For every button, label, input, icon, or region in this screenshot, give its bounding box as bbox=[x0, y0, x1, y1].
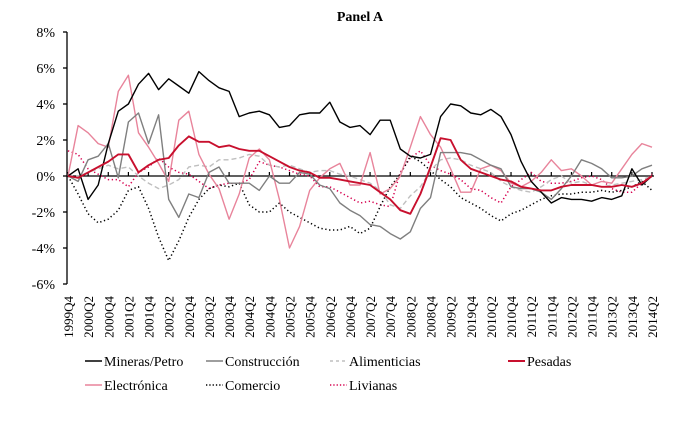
x-tick-label: 2005Q2 bbox=[283, 296, 298, 338]
x-tick-label: 2008Q4 bbox=[423, 296, 438, 338]
legend-label: Alimenticias bbox=[349, 355, 421, 370]
x-tick-label: 2001Q2 bbox=[121, 296, 136, 338]
x-tick-label: 2005Q4 bbox=[303, 296, 318, 338]
legend-label: Mineras/Petro bbox=[104, 355, 183, 370]
series-line-mineras-petro bbox=[67, 70, 653, 204]
x-tick-label: 2001Q4 bbox=[142, 296, 157, 338]
x-tick-label: 2003Q2 bbox=[202, 296, 217, 338]
x-tick-label: 2002Q2 bbox=[162, 296, 177, 338]
legend-label: Pesadas bbox=[527, 355, 571, 370]
axes: -6% -4% -2% 0% 2% 4% 6% 8% 1999Q4 2000Q2 2000Q4 200… bbox=[32, 26, 660, 338]
x-tick-label: 2011Q4 bbox=[544, 296, 559, 338]
legend: Mineras/Petro Construcción Alimenticias Pes… bbox=[85, 355, 571, 394]
x-tick-label: 2007Q2 bbox=[363, 296, 378, 338]
x-tick-label: 2019Q4 bbox=[464, 296, 479, 338]
x-tick-label: 2010Q2 bbox=[484, 296, 499, 338]
x-tick-label: 2014Q2 bbox=[645, 296, 660, 338]
series-line-pesadas bbox=[67, 135, 653, 215]
legend-label: Comercio bbox=[225, 379, 280, 394]
y-tick-label: -6% bbox=[32, 278, 56, 293]
y-tick-label: -4% bbox=[32, 242, 56, 257]
x-tick-label: 2010Q4 bbox=[504, 296, 519, 338]
x-tick-label: 2004Q2 bbox=[242, 296, 257, 338]
x-tick-label: 2004Q4 bbox=[262, 296, 277, 338]
y-tick-label: 6% bbox=[36, 62, 55, 77]
x-tick-label: 2003Q4 bbox=[222, 296, 237, 338]
legend-label: Livianas bbox=[349, 379, 397, 394]
series-line-comercio bbox=[67, 155, 653, 262]
series-layer bbox=[67, 70, 653, 262]
x-tick-label: 2006Q2 bbox=[323, 296, 338, 338]
y-tick-label: 2% bbox=[36, 134, 55, 149]
x-tick-label: 2008Q2 bbox=[403, 296, 418, 338]
legend-label: Construcción bbox=[225, 355, 300, 370]
x-tick-label: 2009Q2 bbox=[444, 296, 459, 338]
y-tick-label: 8% bbox=[36, 26, 55, 41]
x-tick-label: 1999Q4 bbox=[61, 296, 76, 338]
x-tick-label: 2000Q4 bbox=[101, 296, 116, 338]
y-tick-label: -2% bbox=[32, 206, 56, 221]
y-tick-label: 0% bbox=[36, 170, 55, 185]
chart-title: Panel A bbox=[337, 10, 384, 25]
x-tick-label: 2002Q4 bbox=[182, 296, 197, 338]
series-line-livianas bbox=[67, 150, 653, 208]
x-tick-label: 2007Q4 bbox=[383, 296, 398, 338]
x-tick-label: 2012Q2 bbox=[564, 296, 579, 338]
x-tick-label: 2006Q4 bbox=[343, 296, 358, 338]
x-tick-label: 2011Q4 bbox=[585, 296, 600, 338]
legend-label: Electrónica bbox=[104, 379, 169, 394]
x-tick-label: 2000Q2 bbox=[81, 296, 96, 338]
y-tick-label: 4% bbox=[36, 98, 55, 113]
x-tick-label: 2013Q2 bbox=[605, 296, 620, 338]
series-line-construcci-n bbox=[67, 112, 653, 240]
series-line-alimenticias bbox=[68, 153, 653, 210]
x-tick-label: 2013Q4 bbox=[625, 296, 640, 338]
x-tick-label: 2011Q2 bbox=[524, 296, 539, 337]
